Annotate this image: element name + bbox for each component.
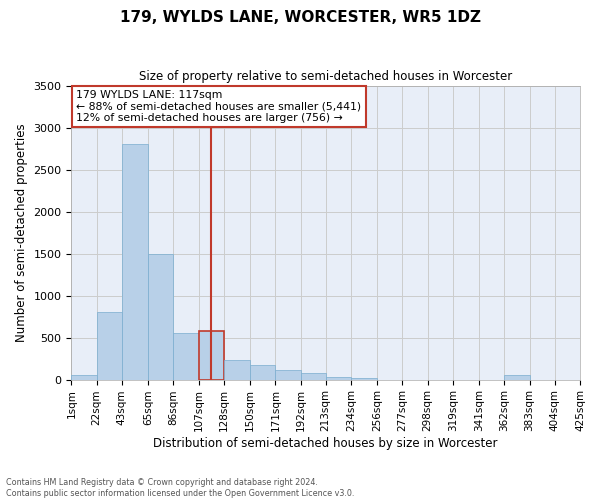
Bar	[326, 377, 351, 380]
Text: 179, WYLDS LANE, WORCESTER, WR5 1DZ: 179, WYLDS LANE, WORCESTER, WR5 1DZ	[119, 10, 481, 25]
Bar	[199, 331, 224, 380]
Bar	[97, 312, 122, 380]
Bar	[250, 365, 275, 380]
X-axis label: Distribution of semi-detached houses by size in Worcester: Distribution of semi-detached houses by …	[154, 437, 498, 450]
Bar	[71, 376, 97, 380]
Text: Contains HM Land Registry data © Crown copyright and database right 2024.
Contai: Contains HM Land Registry data © Crown c…	[6, 478, 355, 498]
Text: 179 WYLDS LANE: 117sqm
← 88% of semi-detached houses are smaller (5,441)
12% of : 179 WYLDS LANE: 117sqm ← 88% of semi-det…	[76, 90, 362, 123]
Bar	[275, 370, 301, 380]
Bar	[505, 376, 530, 380]
Bar	[224, 360, 250, 380]
Bar	[173, 334, 199, 380]
Bar	[122, 144, 148, 380]
Title: Size of property relative to semi-detached houses in Worcester: Size of property relative to semi-detach…	[139, 70, 512, 83]
Bar	[148, 254, 173, 380]
Bar	[301, 374, 326, 380]
Y-axis label: Number of semi-detached properties: Number of semi-detached properties	[15, 124, 28, 342]
Bar	[351, 378, 377, 380]
